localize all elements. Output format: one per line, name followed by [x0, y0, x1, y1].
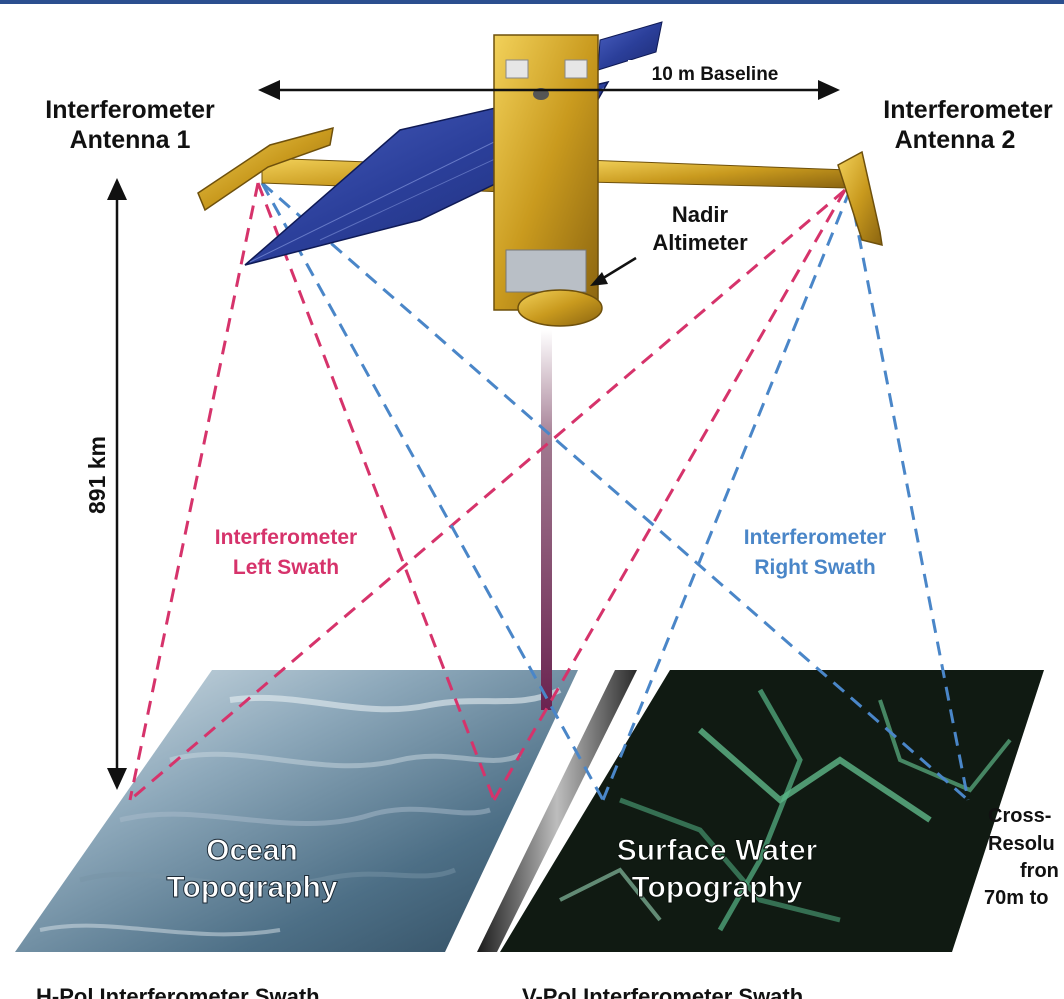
antenna-2-label-line2: Antenna 2 [895, 126, 1016, 154]
altitude-label: 891 km [84, 436, 110, 514]
antenna-1 [197, 126, 334, 212]
right-swath-label: Interferometer [744, 526, 886, 549]
altitude-arrow [107, 178, 127, 790]
cross-track-label-line4: 70m to [984, 887, 1048, 909]
right-swath-beams [260, 181, 970, 802]
antenna-2-label: Interferometer [883, 96, 1053, 124]
baseline-arrow [258, 80, 840, 100]
antenna-1-label-line2: Antenna 1 [70, 126, 191, 154]
surface-water-swath [500, 670, 1044, 952]
ocean-topography-label: Ocean [206, 834, 298, 867]
header-bar [0, 0, 1064, 4]
boom-arm-right [584, 159, 849, 189]
nadir-altimeter-label-line2: Altimeter [652, 230, 748, 255]
cross-track-label-line3: fron [1020, 860, 1059, 882]
hpol-caption: H-Pol Interferometer Swath [36, 984, 320, 999]
baseline-label: 10 m Baseline [652, 64, 779, 85]
nadir-strip [477, 670, 637, 952]
left-swath-label-line2: Left Swath [233, 556, 339, 579]
ocean-topography-swath [15, 670, 578, 952]
surface-water-label-line2: Topography [631, 871, 802, 904]
antenna-1-label: Interferometer [45, 96, 215, 124]
nadir-pointer-arrow [590, 256, 637, 286]
nadir-altimeter-label: Nadir [672, 202, 729, 227]
antenna-2 [837, 150, 883, 247]
left-swath-label: Interferometer [215, 526, 357, 549]
cross-track-label-line2: Resolu [988, 833, 1055, 855]
cross-track-label: Cross- [988, 805, 1051, 827]
vpol-caption: V-Pol Interferometer Swath [522, 984, 803, 999]
nadir-antenna-dish [517, 289, 603, 327]
ocean-topography-label-line2: Topography [166, 871, 337, 904]
right-swath-label-line2: Right Swath [754, 556, 875, 579]
satellite [197, 21, 883, 327]
nadir-beam [541, 330, 552, 710]
surface-water-label: Surface Water [617, 834, 818, 867]
left-swath-beams [128, 182, 847, 802]
